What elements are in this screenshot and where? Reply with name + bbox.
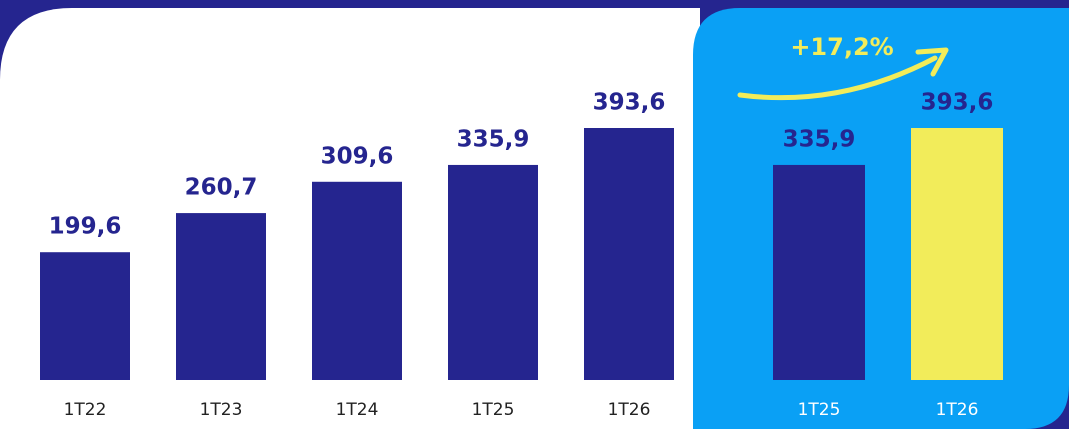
value-label: 393,6 <box>921 90 994 116</box>
value-label: 309,6 <box>321 143 394 169</box>
value-label: 260,7 <box>185 175 258 201</box>
value-label: 199,6 <box>49 214 122 240</box>
bar <box>312 181 402 380</box>
right-panel <box>693 8 1069 429</box>
category-label: 1T26 <box>936 400 979 420</box>
category-label: 1T23 <box>200 400 243 420</box>
category-label: 1T25 <box>472 400 515 420</box>
bar <box>448 164 538 380</box>
bar <box>584 128 674 380</box>
category-label: 1T26 <box>608 400 651 420</box>
value-label: 393,6 <box>593 90 666 116</box>
bar <box>40 252 130 380</box>
bar <box>773 164 865 380</box>
category-label: 1T22 <box>64 400 107 420</box>
bar <box>911 128 1003 380</box>
category-label: 1T25 <box>798 400 841 420</box>
growth-annotation: +17,2% <box>790 33 893 61</box>
value-label: 335,9 <box>783 126 856 152</box>
category-label: 1T24 <box>336 400 379 420</box>
value-label: 335,9 <box>457 126 530 152</box>
bar <box>176 213 266 380</box>
arrow-head <box>915 47 949 77</box>
growth-arrow <box>737 55 938 101</box>
